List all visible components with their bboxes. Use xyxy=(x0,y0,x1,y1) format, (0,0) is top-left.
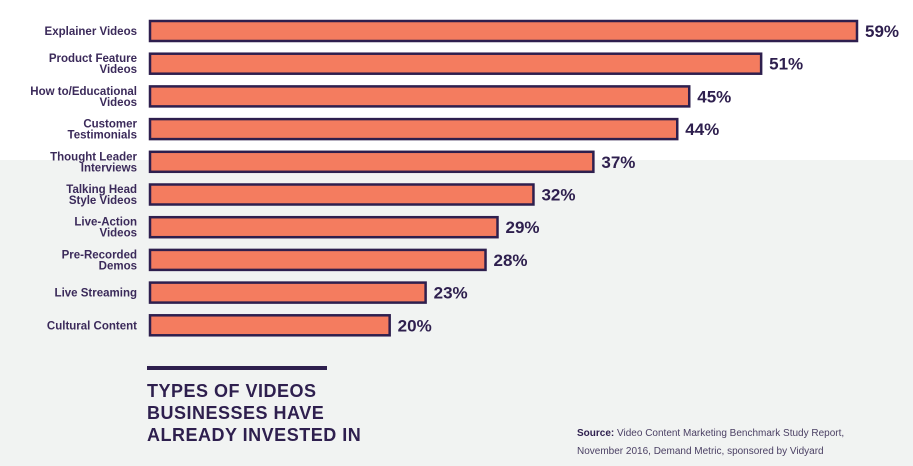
category-label-9: Cultural Content xyxy=(47,320,137,332)
category-label-5: Talking Head Style Videos xyxy=(66,184,137,207)
category-label-3: Customer Testimonials xyxy=(68,119,138,142)
bar-2 xyxy=(148,85,691,108)
value-label-7: 28% xyxy=(494,251,528,270)
title-line-3: ALREADY INVESTED IN xyxy=(147,425,362,445)
value-label-5: 32% xyxy=(541,186,575,205)
bar-0 xyxy=(148,19,859,43)
source-text-1: Video Content Marketing Benchmark Study … xyxy=(617,428,845,439)
category-label-8: Live Streaming xyxy=(55,288,137,300)
value-label-4: 37% xyxy=(601,153,635,172)
category-label-2: How to/Educational Videos xyxy=(30,86,137,109)
bar-4 xyxy=(148,150,595,174)
category-label-0: Explainer Videos xyxy=(45,26,137,38)
value-label-8: 23% xyxy=(434,284,468,303)
value-label-1: 51% xyxy=(769,55,803,74)
bar-chart: 59% Explainer Videos 51% Product Feature Vid… xyxy=(30,19,899,337)
value-label-3: 44% xyxy=(685,120,719,139)
value-label-2: 45% xyxy=(697,87,731,106)
value-label-6: 29% xyxy=(506,218,540,237)
bar-1 xyxy=(148,52,763,75)
category-label-7: Pre-Recorded Demos xyxy=(62,249,137,272)
bar-3 xyxy=(148,117,679,141)
bar-9 xyxy=(148,314,391,337)
value-label-0: 59% xyxy=(865,22,899,41)
category-label-1: Product Feature Videos xyxy=(49,53,137,76)
source-text-2: November 2016, Demand Metric, sponsored … xyxy=(577,446,824,457)
source-note: Source: Video Content Marketing Benchmar… xyxy=(577,425,907,461)
source-label: Source: xyxy=(577,428,615,439)
chart-title: TYPES OF VIDEOS BUSINESSES HAVE ALREADY … xyxy=(147,380,361,446)
category-label-6: Live-Action Videos xyxy=(74,217,137,240)
title-rule xyxy=(147,366,327,370)
background-band xyxy=(0,160,913,466)
bar-5 xyxy=(148,183,535,206)
title-line-1: TYPES OF VIDEOS xyxy=(147,381,317,401)
bar-6 xyxy=(148,215,499,239)
bar-8 xyxy=(148,281,427,304)
title-line-2: BUSINESSES HAVE xyxy=(147,403,325,423)
value-label-9: 20% xyxy=(398,316,432,335)
category-label-4: Thought Leader Interviews xyxy=(50,151,137,174)
source-line-1: Source: Video Content Marketing Benchmar… xyxy=(577,425,907,443)
bar-7 xyxy=(148,248,487,272)
